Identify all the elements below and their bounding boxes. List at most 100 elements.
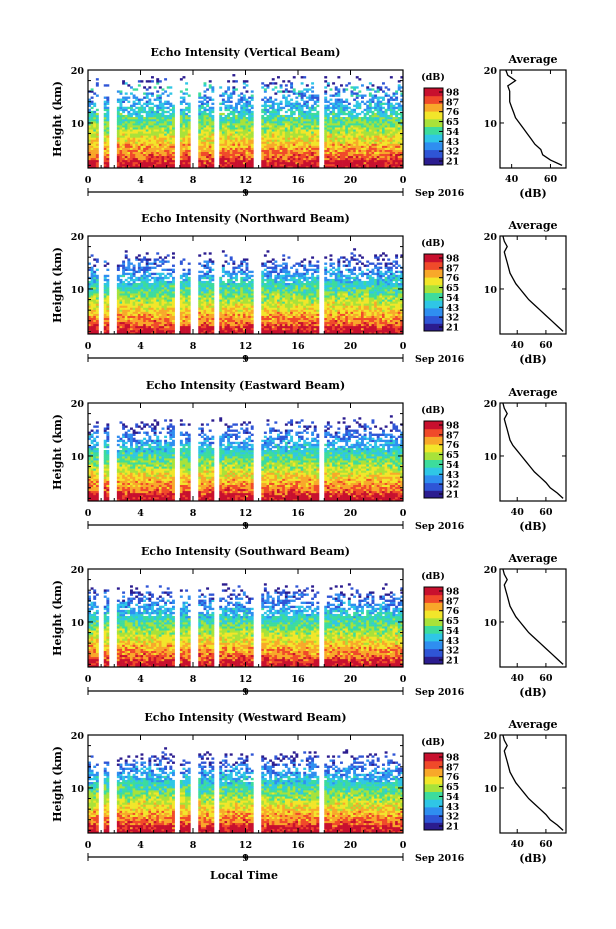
heatmap-cell xyxy=(219,278,223,282)
heatmap-cell xyxy=(311,151,315,155)
heatmap-cell xyxy=(313,119,317,122)
heatmap-cell xyxy=(116,321,120,325)
heatmap-cell xyxy=(140,80,144,83)
heatmap-cell xyxy=(93,305,97,308)
heatmap-cell xyxy=(326,147,330,150)
heatmap-cell xyxy=(248,165,252,169)
heatmap-cell xyxy=(269,157,273,161)
heatmap-cell xyxy=(353,159,357,163)
heatmap-cell xyxy=(148,329,152,333)
heatmap-cell xyxy=(224,327,228,331)
heatmap-cell xyxy=(95,112,99,116)
heatmap-cell xyxy=(282,159,286,163)
heatmap-cell xyxy=(116,276,120,280)
heatmap-cell xyxy=(122,331,126,335)
heatmap-cell xyxy=(208,291,212,294)
heatmap-cell xyxy=(124,329,128,333)
heatmap-cell xyxy=(219,153,223,157)
heatmap-cell xyxy=(340,106,343,110)
heatmap-cell xyxy=(355,104,359,108)
heatmap-cell xyxy=(345,106,349,110)
heatmap-cell xyxy=(261,116,265,120)
heatmap-cell xyxy=(182,119,186,122)
heatmap-cell xyxy=(313,116,317,120)
heatmap-cell xyxy=(300,141,304,144)
heatmap-cell xyxy=(90,145,94,148)
heatmap-cell xyxy=(334,88,338,91)
heatmap-cell xyxy=(292,161,296,165)
heatmap-cell xyxy=(164,161,168,165)
heatmap-cell xyxy=(295,102,299,106)
heatmap-cell xyxy=(345,161,349,165)
heatmap-cell xyxy=(224,325,228,329)
heatmap-cell xyxy=(148,141,152,144)
heatmap-cell xyxy=(355,145,359,148)
heatmap-cell xyxy=(326,141,330,144)
heatmap-cell xyxy=(279,147,283,150)
heatmap-cell xyxy=(135,133,139,136)
heatmap-cell xyxy=(200,131,204,134)
heatmap-cell xyxy=(279,135,283,138)
heatmap-cell xyxy=(263,131,267,134)
heatmap-cell xyxy=(224,123,228,126)
heatmap-cell xyxy=(198,106,202,110)
heatmap-cell xyxy=(200,133,204,136)
heatmap-cell xyxy=(347,137,351,140)
heatmap-cell xyxy=(182,153,186,157)
heatmap-cell xyxy=(164,153,168,157)
heatmap-cell xyxy=(169,149,173,152)
heatmap-cell xyxy=(88,133,91,136)
heatmap-cell xyxy=(151,272,154,276)
heatmap-cell xyxy=(298,114,301,118)
heatmap-cell xyxy=(311,155,315,159)
heatmap-cell xyxy=(116,305,120,308)
heatmap-cell xyxy=(374,155,378,159)
heatmap-cell xyxy=(340,116,343,120)
heatmap-cell xyxy=(132,110,136,114)
heatmap-cell xyxy=(106,287,110,290)
heatmap-cell xyxy=(145,133,149,136)
heatmap-cell xyxy=(208,276,212,280)
heatmap-cell xyxy=(308,88,312,91)
heatmap-cell xyxy=(95,293,99,296)
heatmap-cell xyxy=(148,92,152,95)
heatmap-cell xyxy=(143,159,147,163)
heatmap-cell xyxy=(277,121,280,124)
heatmap-cell xyxy=(90,276,94,280)
heatmap-cell xyxy=(211,137,215,140)
heatmap-cell xyxy=(143,108,147,112)
heatmap-cell xyxy=(103,311,107,314)
heatmap-cell xyxy=(345,159,349,163)
heatmap-cell xyxy=(106,262,110,265)
heatmap-cell xyxy=(153,327,157,331)
heatmap-cell xyxy=(300,125,304,128)
heatmap-cell xyxy=(185,307,189,310)
heatmap-cell xyxy=(221,119,225,122)
heatmap-cell xyxy=(227,293,231,296)
heatmap-cell xyxy=(137,276,141,280)
heatmap-cell xyxy=(387,161,391,165)
heatmap-cell xyxy=(311,159,315,163)
heatmap-cell xyxy=(179,108,183,112)
heatmap-cell xyxy=(282,139,286,142)
heatmap-cell xyxy=(140,119,144,122)
heatmap-cell xyxy=(397,163,401,167)
heatmap-cell xyxy=(292,104,296,108)
heatmap-cell xyxy=(90,254,94,257)
heatmap-cell xyxy=(371,149,375,152)
heatmap-cell xyxy=(358,90,362,93)
heatmap-cell xyxy=(282,129,286,132)
heatmap-cell xyxy=(219,287,223,290)
heatmap-cell xyxy=(166,293,170,296)
heatmap-cell xyxy=(145,331,149,335)
heatmap-cell xyxy=(200,112,204,116)
heatmap-cell xyxy=(363,135,367,138)
heatmap-cell xyxy=(232,151,236,155)
average-y-tick-label: 10 xyxy=(484,119,498,130)
heatmap-cell xyxy=(187,127,191,130)
heatmap-cell xyxy=(153,276,157,280)
heatmap-cell xyxy=(316,131,320,134)
heatmap-cell xyxy=(172,161,175,165)
heatmap-cell xyxy=(169,280,173,284)
heatmap-cell xyxy=(361,96,364,99)
